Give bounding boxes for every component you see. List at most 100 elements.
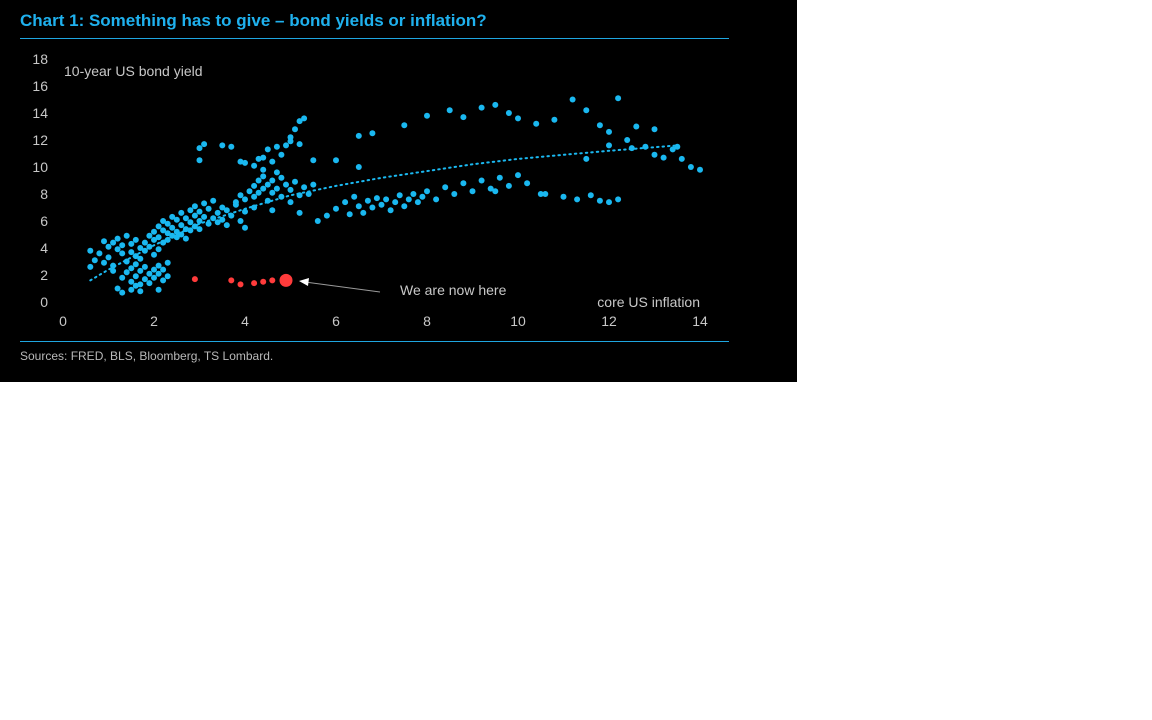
x-axis: 0 2 4 6 8 10 12 14	[59, 313, 708, 329]
data-point	[264, 197, 271, 204]
data-point	[242, 224, 248, 231]
data-point	[651, 126, 658, 133]
data-point	[132, 261, 139, 268]
data-point	[196, 208, 203, 215]
data-point	[219, 142, 226, 149]
data-point	[96, 250, 103, 257]
recent-point	[237, 281, 244, 288]
source-note: Sources: FRED, BLS, Bloomberg, TS Lombar…	[20, 349, 274, 363]
data-point	[110, 262, 117, 269]
data-point	[242, 196, 248, 203]
data-point	[132, 273, 139, 280]
data-point	[287, 199, 294, 206]
data-point	[237, 192, 244, 199]
data-point	[228, 212, 235, 219]
data-point	[387, 207, 394, 214]
data-point	[187, 207, 194, 214]
data-point	[383, 196, 390, 203]
data-point	[242, 208, 248, 215]
data-point	[210, 197, 217, 204]
data-point	[182, 215, 189, 222]
y-tick-label: 0	[40, 294, 48, 310]
data-point	[269, 158, 276, 165]
data-point	[355, 132, 362, 139]
data-point	[155, 223, 162, 230]
data-point	[333, 205, 339, 212]
data-point	[355, 203, 362, 210]
data-point	[596, 197, 603, 204]
x-tick-label: 4	[241, 313, 249, 329]
data-point	[237, 218, 244, 224]
data-point	[273, 143, 280, 150]
data-point	[596, 122, 603, 129]
data-point	[419, 193, 426, 200]
data-point	[164, 259, 171, 266]
data-point	[624, 137, 631, 143]
data-point	[542, 191, 549, 197]
data-point	[260, 185, 267, 192]
data-point	[119, 242, 126, 249]
data-point	[169, 224, 176, 231]
data-point	[105, 254, 112, 261]
data-point	[128, 286, 135, 293]
data-point	[123, 232, 130, 239]
data-point	[301, 184, 308, 191]
data-point	[606, 128, 612, 135]
data-point	[687, 164, 694, 170]
data-point	[587, 192, 594, 199]
y-axis-label: 10-year US bond yield	[64, 63, 203, 79]
data-point	[310, 181, 317, 188]
data-point	[178, 222, 185, 229]
data-point	[401, 203, 408, 210]
data-point	[146, 280, 153, 287]
data-point	[119, 289, 126, 296]
x-tick-label: 2	[150, 313, 158, 329]
data-point	[310, 157, 317, 164]
data-point	[155, 286, 162, 293]
annotation-arrow	[304, 281, 381, 293]
data-point	[173, 234, 180, 241]
data-point	[205, 220, 212, 227]
data-point	[287, 186, 294, 193]
data-point	[487, 185, 494, 192]
data-point	[615, 196, 622, 203]
x-tick-label: 8	[423, 313, 431, 329]
data-point	[414, 199, 421, 206]
data-point	[123, 258, 130, 265]
data-point	[251, 193, 258, 200]
data-point	[232, 199, 239, 206]
data-point	[278, 174, 285, 181]
data-point	[424, 188, 430, 195]
data-point	[196, 218, 203, 224]
data-point	[255, 177, 262, 184]
data-point	[606, 142, 612, 149]
recent-point	[228, 277, 235, 284]
data-point	[255, 155, 262, 162]
data-point	[264, 181, 271, 188]
data-point	[173, 216, 180, 223]
data-point	[137, 288, 144, 295]
y-tick-label: 8	[40, 186, 48, 202]
data-point	[169, 213, 176, 220]
y-tick-label: 14	[32, 105, 48, 121]
data-point	[251, 162, 258, 169]
annotation-label: We are now here	[400, 282, 507, 298]
data-point	[460, 114, 467, 121]
data-point	[424, 112, 430, 119]
data-point	[114, 235, 121, 242]
data-point	[269, 177, 276, 184]
data-point	[251, 182, 258, 189]
data-point	[505, 110, 512, 116]
data-point	[128, 240, 135, 247]
data-point	[196, 157, 203, 164]
data-point	[433, 196, 440, 203]
data-point	[292, 126, 298, 133]
data-point	[114, 285, 121, 292]
recent-point	[260, 278, 267, 285]
data-point	[351, 193, 358, 200]
data-point	[583, 107, 590, 114]
data-point	[191, 203, 198, 210]
data-point	[446, 107, 453, 114]
data-point	[137, 255, 144, 262]
data-point	[123, 269, 130, 276]
